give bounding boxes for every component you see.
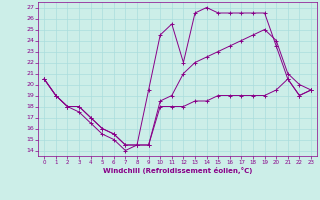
X-axis label: Windchill (Refroidissement éolien,°C): Windchill (Refroidissement éolien,°C) <box>103 167 252 174</box>
